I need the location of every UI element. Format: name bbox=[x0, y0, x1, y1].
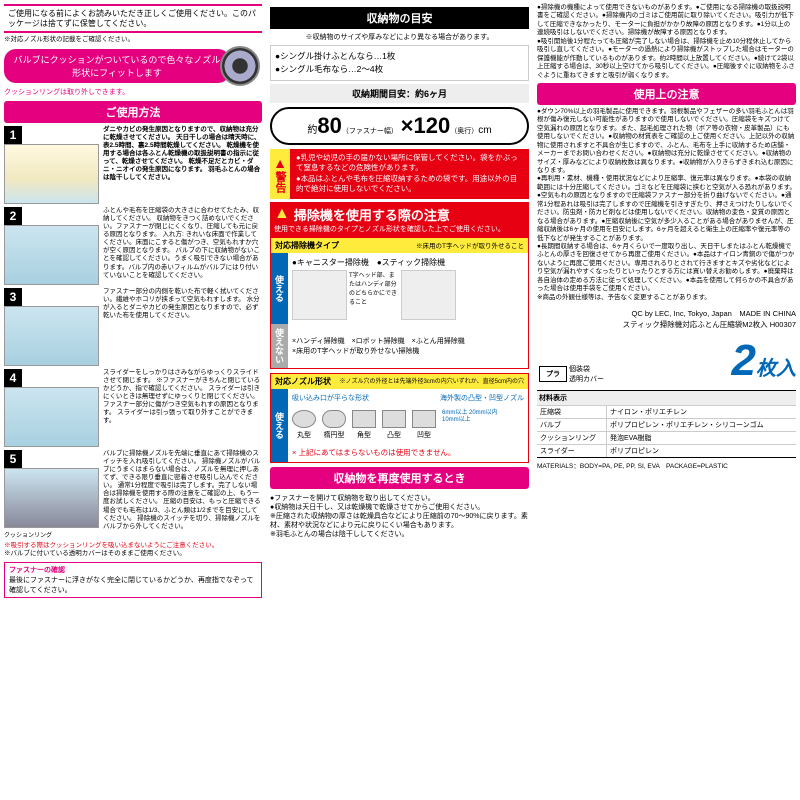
canister-vacuum-icon bbox=[292, 270, 347, 320]
vacuum-caution-header: 掃除機を使用する際の注意 使用できる掃除機のタイプとノズル形状を確認した上でご使… bbox=[270, 202, 529, 237]
recycle-mark: プラ bbox=[539, 366, 567, 382]
nozzle-shape-note: ※ノズル穴の外径とは先端外径3cmの内穴いずれか、直径5cm内の穴 bbox=[339, 376, 524, 387]
warning-box: 警告 ●乳児や幼児の手の届かない場所に保管してください。袋をかぶって窒息するなど… bbox=[270, 149, 529, 199]
nozzle-shape-header: 対応ノズル形状 bbox=[275, 376, 331, 387]
step-2-image bbox=[4, 225, 99, 285]
recycle-label: 個装袋 透明カバー bbox=[569, 364, 604, 384]
center-column: 収納物の目安 ※収納物のサイズや厚みなどにより異なる場合があります。 ●シングル… bbox=[266, 0, 533, 800]
warning-content: ●乳児や幼児の手の届かない場所に保管してください。袋をかぶって窒息するなどの危険… bbox=[290, 149, 529, 199]
usage-method-header: ご使用方法 bbox=[4, 101, 262, 123]
sheet-count: 2枚入 bbox=[732, 336, 796, 386]
materials-table: 材料表示 圧縮袋ナイロン・ポリエチレン バルブポリプロピレン・ポリエチレン・シリ… bbox=[537, 390, 796, 458]
cushion-ring-label: クッションリング bbox=[4, 530, 99, 539]
step-1-text: ダニやカビの発生原因となりますので、収納物は充分に乾燥させてください。 天日干し… bbox=[103, 126, 262, 204]
step-5-image bbox=[4, 468, 99, 528]
step-4-text: スライダーをしっかりはさみながらゆっくりスライドさせて閉じます。 ※ファスナーが… bbox=[103, 369, 262, 447]
materials-header: 材料表示 bbox=[537, 391, 796, 405]
step-1: 1 ダニやカビの発生原因となりますので、収納物は充分に乾燥させてください。 天日… bbox=[4, 126, 262, 204]
transparent-cover-note: ※バルブに付いている透明カバーはそのままご使用ください。 bbox=[4, 550, 262, 558]
nozzle-oval-icon bbox=[322, 410, 346, 428]
nozzle-round-icon bbox=[292, 410, 316, 428]
step-num-5: 5 bbox=[4, 450, 22, 468]
nozzle-shape-box: 対応ノズル形状 ※ノズル穴の外径とは先端外径3cmの内穴いずれか、直径5cm内の… bbox=[270, 373, 529, 463]
nozzle-note: ※対応ノズル形状の記載をご確認ください。 bbox=[4, 36, 262, 44]
flat-intake-label: 吸い込み口が平らな形状 bbox=[292, 393, 369, 403]
vacuum-type-header: 対応掃除機タイプ bbox=[275, 240, 339, 251]
step-num-4: 4 bbox=[4, 369, 22, 387]
unusable-vacs: ×ハンディ掃除機 ×ロボット掃除機 ×ふとん用掃除機 ×床用のT字ヘッドが取り外… bbox=[288, 324, 528, 368]
valve-cushion-box: バルブにクッションがついているので色々なノズル形状にフィットします bbox=[4, 49, 230, 83]
vacuum-type-box: 対応掃除機タイプ ※床用のT字ヘッドが取り外せること 使える ●キャニスター掃除… bbox=[270, 237, 529, 369]
cushion-ring-note: クッションリングは取り外しできます。 bbox=[4, 87, 262, 97]
size-dimensions: 約80（ファスナー幅） ×120（奥行）cm bbox=[270, 107, 529, 145]
materials-footer: MATERIALS：BODY=PA, PE, PP, SI, EVA PACKA… bbox=[537, 458, 796, 472]
qc-info: QC by LEC, Inc, Tokyo, Japan MADE IN CHI… bbox=[537, 308, 796, 319]
vacuum-type-note: ※床用のT字ヘッドが取り外せること bbox=[416, 240, 524, 251]
left-column: ご使用になる前によくお読みいただき正しくご使用ください。このパッケージは捨てずに… bbox=[0, 0, 266, 800]
vacuum-usable-note: T字ヘッド部、またはハンディ部分のどちらかにできること bbox=[349, 270, 399, 320]
product-name: スティック掃除機対応ふとん圧縮袋M2枚入 H00307 bbox=[537, 319, 796, 330]
right-column: ●掃除機の機種によって使用できないものがあります。●ご使用になる掃除機の取扱説明… bbox=[533, 0, 800, 800]
step-5: 5 クッションリング バルブに掃除機ノズルを先端に垂直にあて掃除機のスイッチを入… bbox=[4, 450, 262, 539]
step-3-text: ファスナー部分の内側を乾いた布で軽く拭いてください。繊維やホコリが挟まって空気も… bbox=[103, 288, 262, 366]
stick-vacuum-icon bbox=[401, 270, 456, 320]
step-4-image bbox=[4, 387, 99, 447]
step-num-3: 3 bbox=[4, 288, 22, 306]
vacuum-top-notes: ●掃除機の機種によって使用できないものがあります。●ご使用になる掃除機の取扱説明… bbox=[537, 4, 796, 80]
step-3: 3 ファスナー部分の内側を乾いた布で軽く拭いてください。繊維やホコリが挟まって空… bbox=[4, 288, 262, 366]
table-row: バルブポリプロピレン・ポリエチレン・シリコーンゴム bbox=[537, 418, 796, 431]
read-before-use: ご使用になる前によくお読みいただき正しくご使用ください。このパッケージは捨てずに… bbox=[4, 4, 262, 33]
usable-vacs: ●キャニスター掃除機 ●スティック掃除機 bbox=[292, 257, 524, 268]
table-row: 圧縮袋ナイロン・ポリエチレン bbox=[537, 405, 796, 418]
storage-items: ●シングル掛けふとんなら…1枚 ●シングル毛布なら…2〜4枚 bbox=[270, 45, 529, 81]
storage-guide-sub: ※収納物のサイズや厚みなどにより異なる場合があります。 bbox=[270, 32, 529, 42]
overseas-nozzle-label: 海外製の凸型・凹型ノズル bbox=[440, 393, 524, 403]
step-5-text: バルブに掃除機ノズルを先端に垂直にあて掃除機のスイッチを入れ吸引してください。 … bbox=[103, 450, 262, 539]
nozzle-dimensions: 6mm以上 20mm以内 10mm以上 bbox=[442, 410, 498, 424]
vacuum-caution-sub: 使用できる掃除機のタイプとノズル形状を確認した上でご使用ください。 bbox=[274, 224, 525, 234]
step-num-1: 1 bbox=[4, 126, 22, 144]
step-3-image bbox=[4, 306, 99, 366]
fastener-check-text: 最後にファスナーに浮きがなく完全に閉じているかどうか、再度指でなぞって確認してく… bbox=[9, 575, 257, 595]
usage-caution-header: 使用上の注意 bbox=[537, 83, 796, 105]
nozzle-concave-icon bbox=[412, 410, 436, 428]
fastener-check-title: ファスナーの確認 bbox=[9, 565, 257, 575]
table-row: スライダーポリプロピレン bbox=[537, 444, 796, 457]
usage-caution-text: ●ダウン70%以上の羽毛製品に使用できます。羽根製品やフェザーの多い羽毛ふとんは… bbox=[537, 108, 796, 302]
suction-warning: ※吸引する際はクッションリングを吸い込まないようにご注意ください。 bbox=[4, 542, 218, 549]
fastener-check-box: ファスナーの確認 最後にファスナーに浮きがなく完全に閉じているかどうか、再度指で… bbox=[4, 562, 262, 598]
usable-label: 使える bbox=[271, 253, 288, 324]
step-num-2: 2 bbox=[4, 207, 22, 225]
storage-period: 収納期間目安：約6ヶ月 bbox=[270, 84, 529, 103]
vacuum-caution-title: 掃除機を使用する際の注意 bbox=[274, 205, 525, 224]
nozzle-square-icon bbox=[352, 410, 376, 428]
nozzle-usable-label: 使える bbox=[271, 389, 288, 462]
reuse-header: 収納物を再度使用するとき bbox=[270, 467, 529, 489]
step-2-text: ふとんや毛布を圧縮袋の大きさに合わせてたたみ、収納してください。 収納物をきつく… bbox=[103, 207, 262, 285]
table-row: クッションリング発泡EVA樹脂 bbox=[537, 431, 796, 444]
step-1-image bbox=[4, 144, 99, 204]
reuse-content: ●ファスナーを開けて収納物を取り出してください。 ●収納物は天日干し、又は乾燥機… bbox=[270, 492, 529, 541]
nozzle-unusable-note: × 上記にあてはまらないものは使用できません。 bbox=[292, 447, 524, 458]
storage-guide-header: 収納物の目安 bbox=[270, 7, 529, 29]
nozzle-convex-icon bbox=[382, 410, 406, 428]
step-4: 4 スライダーをしっかりはさみながらゆっくりスライドさせて閉じます。 ※ファスナ… bbox=[4, 369, 262, 447]
unusable-label: 使えない bbox=[271, 324, 288, 368]
step-2: 2 ふとんや毛布を圧縮袋の大きさに合わせてたたみ、収納してください。 収納物をき… bbox=[4, 207, 262, 285]
warning-label: 警告 bbox=[270, 149, 290, 199]
